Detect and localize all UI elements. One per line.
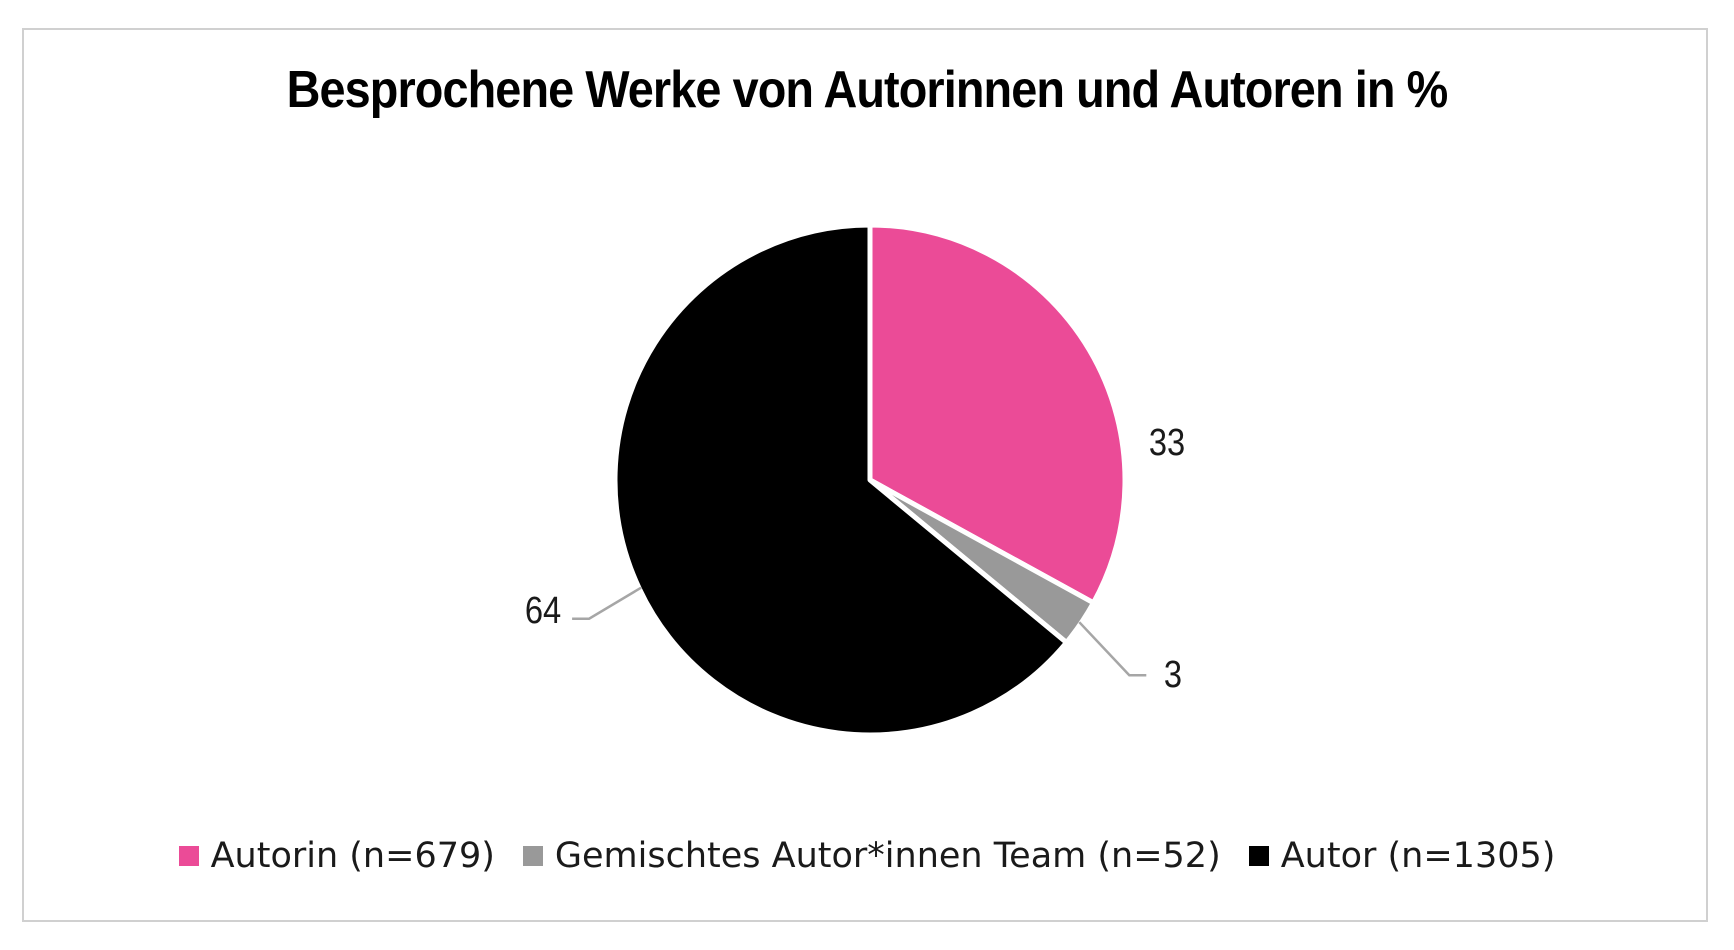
legend-entry-autor: Autor (n=1305) [1248, 836, 1556, 876]
data-label-gemischtes-autor-innen-team: 3 [1164, 653, 1182, 696]
data-label-autor: 64 [525, 589, 561, 632]
legend-label-autorin: Autorin (n=679) [210, 836, 495, 876]
pie-slice-autorin [867, 222, 1128, 606]
legend-entry-autorin: Autorin (n=679) [178, 836, 495, 876]
legend-swatch-autorin [178, 846, 199, 866]
legend-label-autor: Autor (n=1305) [1280, 836, 1556, 876]
legend-label-gemischtes-autor-innen-team: Gemischtes Autor*innen Team (n=52) [554, 836, 1221, 876]
chart-title: Besprochene Werke von Autorinnen und Aut… [286, 61, 1449, 119]
legend-entry-gemischtes-autor-innen-team: Gemischtes Autor*innen Team (n=52) [522, 836, 1221, 876]
legend-swatch-gemischtes-autor-innen-team [522, 846, 543, 866]
data-label-autorin: 33 [1149, 421, 1185, 464]
legend-swatch-autor [1248, 846, 1269, 866]
leader-line-gemischtes-autor-innen-team [1078, 621, 1147, 677]
pie-slices [612, 222, 1128, 738]
leader-line-autor [572, 586, 642, 620]
legend: Autorin (n=679) Gemischtes Autor*innen Te… [0, 836, 1734, 876]
leader-lines [572, 586, 1147, 677]
